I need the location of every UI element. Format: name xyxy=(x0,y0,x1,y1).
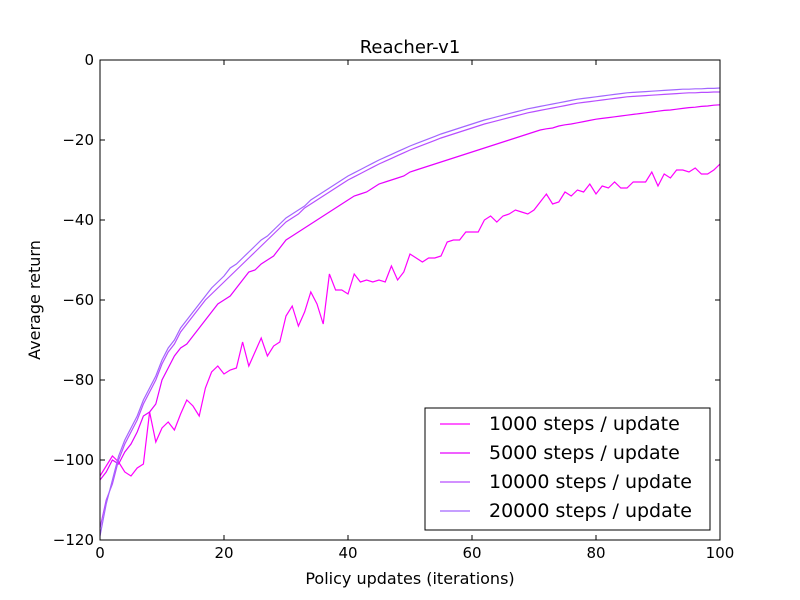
y-tick-label: −120 xyxy=(53,531,94,549)
x-tick-label: 40 xyxy=(338,544,357,562)
series-lines xyxy=(99,87,721,537)
legend: 1000 steps / update 5000 steps / update 10… xyxy=(424,407,711,531)
legend-label-3: 10000 steps / update xyxy=(489,471,692,493)
series-line-2 xyxy=(99,104,721,481)
legend-label-1: 1000 steps / update xyxy=(489,413,680,435)
x-axis-label: Policy updates (iterations) xyxy=(305,569,514,588)
x-tick-label: 100 xyxy=(706,544,735,562)
y-tick-label: −40 xyxy=(62,211,94,229)
x-tick-label: 60 xyxy=(462,544,481,562)
legend-label-4: 20000 steps / update xyxy=(489,500,692,522)
x-tick-label: 80 xyxy=(586,544,605,562)
x-tick-label: 20 xyxy=(214,544,233,562)
legend-box xyxy=(424,407,711,531)
x-tick-label: 0 xyxy=(95,544,105,562)
axis-ticks: 0 20 40 60 80 100 0 −20 −40 −60 −80 −100 −120 xyxy=(53,51,735,562)
y-tick-label: −20 xyxy=(62,131,94,149)
series-line-1 xyxy=(99,163,721,477)
y-axis-label: Average return xyxy=(25,240,44,360)
y-tick-label: 0 xyxy=(84,51,94,69)
chart-title: Reacher-v1 xyxy=(360,37,461,58)
legend-label-2: 5000 steps / update xyxy=(489,442,680,464)
y-tick-label: −100 xyxy=(53,451,94,469)
series-line-4 xyxy=(99,87,721,537)
y-tick-label: −60 xyxy=(62,291,94,309)
series-line-3 xyxy=(99,91,720,529)
y-tick-label: −80 xyxy=(62,371,94,389)
